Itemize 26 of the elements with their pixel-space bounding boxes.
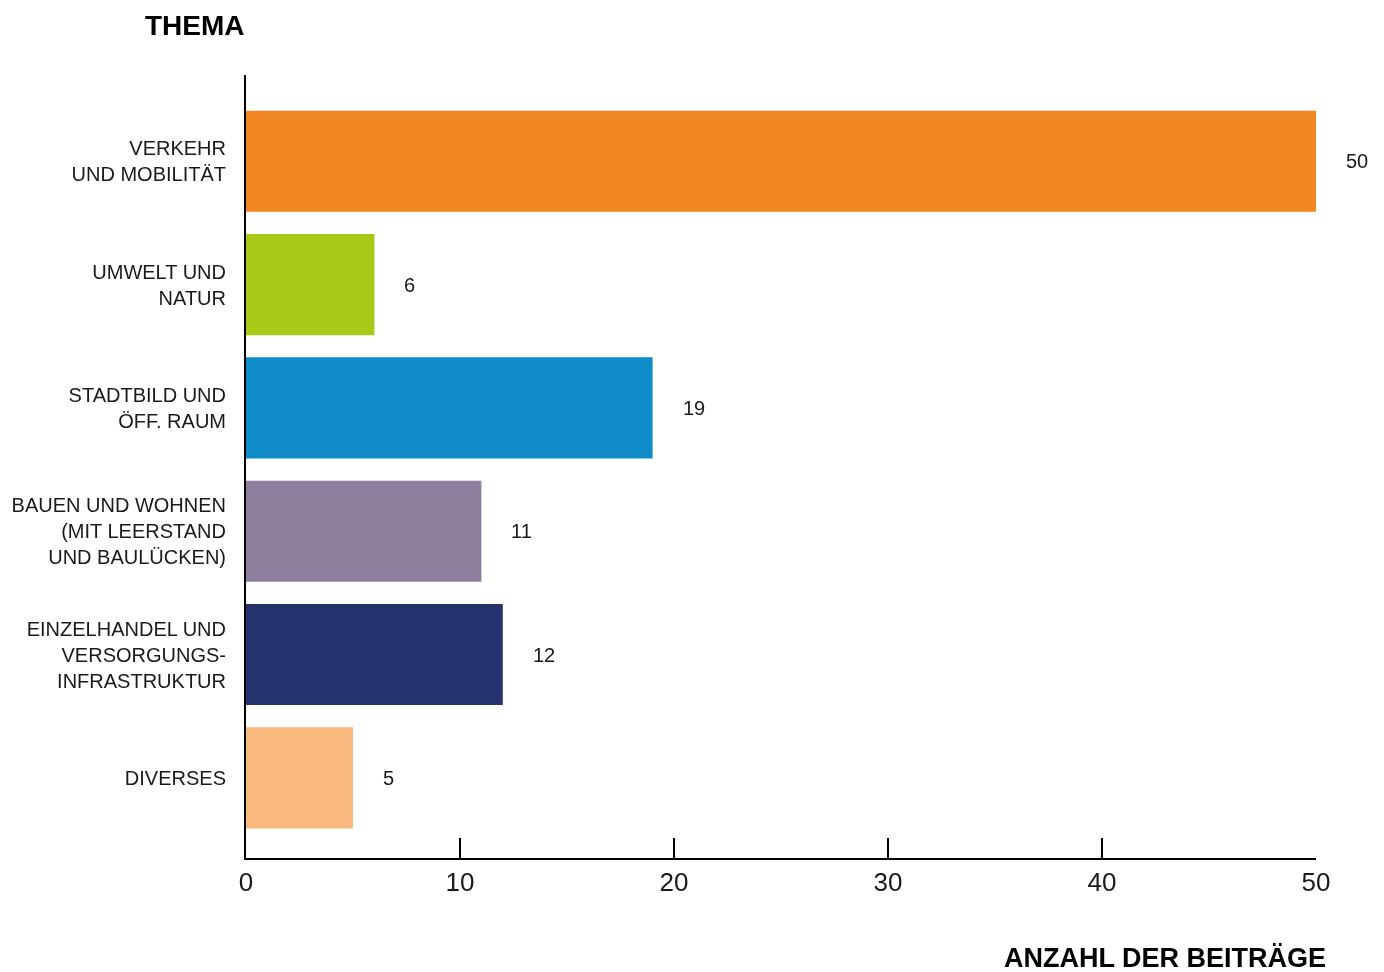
- data-label: 19: [683, 397, 706, 419]
- x-tick-label: 50: [1301, 867, 1331, 898]
- y-tick-label: VERKEHR UND MOBILITÄT: [71, 137, 226, 186]
- x-tick-label: 10: [445, 867, 475, 898]
- bar: [246, 727, 353, 829]
- x-axis-title: ANZAHL DER BEITRÄGE: [1004, 943, 1327, 972]
- data-label: 11: [511, 520, 532, 542]
- chart-title: THEMA: [145, 9, 245, 41]
- y-tick-label: EINZELHANDEL UND VERSORGUNGS- INFRASTRUKTUR: [26, 617, 226, 692]
- bar: [246, 480, 482, 582]
- x-tick-label: 20: [659, 867, 689, 898]
- data-label: 50: [1346, 150, 1369, 172]
- x-tick-label: 40: [1087, 867, 1117, 898]
- bar: [246, 234, 375, 336]
- data-label: 6: [404, 274, 416, 296]
- x-tick-label: 0: [238, 867, 254, 898]
- data-label: 12: [533, 644, 556, 666]
- bar: [246, 357, 653, 459]
- y-tick-label: DIVERSES: [124, 766, 226, 789]
- x-tick-label: 30: [873, 867, 903, 898]
- bar: [246, 110, 1316, 212]
- y-tick-label: UMWELT UND NATUR: [92, 260, 226, 309]
- data-label: 5: [383, 767, 395, 789]
- bar: [246, 603, 503, 706]
- y-tick-label: STADTBILD UND ÖFF. RAUM: [68, 383, 226, 432]
- y-tick-label: BAUEN UND WOHNEN (MIT LEERSTAND UND BAULÜCKEN): [11, 494, 226, 569]
